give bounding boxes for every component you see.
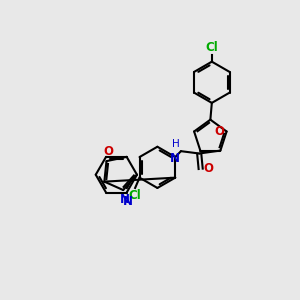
Text: H: H — [172, 139, 179, 149]
Text: N: N — [120, 193, 130, 206]
Text: O: O — [204, 162, 214, 175]
Text: N: N — [169, 152, 179, 165]
Text: Cl: Cl — [206, 41, 218, 54]
Text: O: O — [214, 125, 224, 138]
Text: O: O — [104, 145, 114, 158]
Text: N: N — [123, 195, 133, 208]
Text: Cl: Cl — [129, 189, 142, 203]
